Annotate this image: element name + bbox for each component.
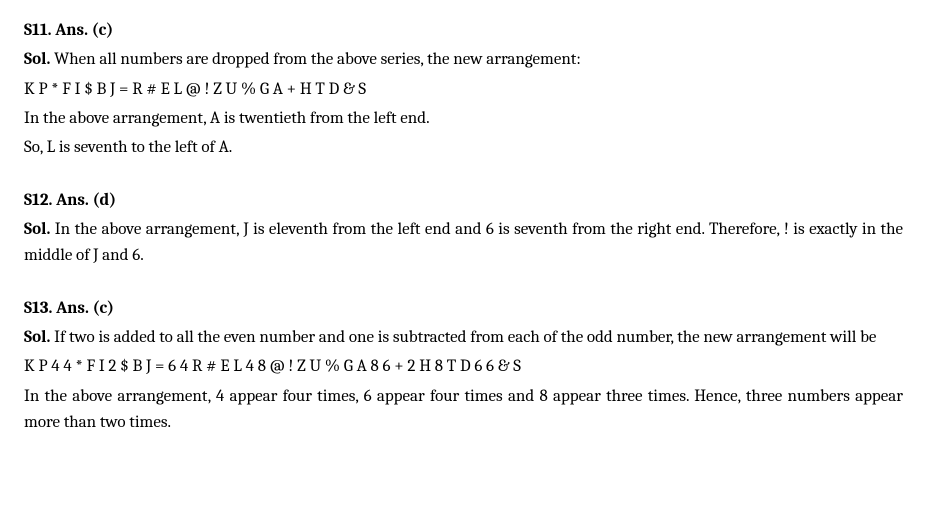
heading-s11: S11. Ans. (c) [24, 18, 903, 44]
sol-label: Sol. [24, 220, 50, 239]
solution-s13: S13. Ans. (c) Sol. If two is added to al… [24, 296, 903, 437]
explanation-line: In the above arrangement, A is twentieth… [24, 106, 903, 132]
sol-label: Sol. [24, 328, 50, 347]
solution-s12: S12. Ans. (d) Sol. In the above arrangem… [24, 188, 903, 270]
sol-text: When all numbers are dropped from the ab… [50, 50, 580, 69]
heading-s12: S12. Ans. (d) [24, 188, 903, 214]
solution-line: Sol. If two is added to all the even num… [24, 325, 903, 351]
sol-text: In the above arrangement, J is eleventh … [24, 220, 903, 265]
solution-s11: S11. Ans. (c) Sol. When all numbers are … [24, 18, 903, 162]
series-line: K P 4 4 * F I 2 $ B J = 6 4 R # E L 4 8 … [24, 354, 903, 380]
solution-line: Sol. When all numbers are dropped from t… [24, 47, 903, 73]
series-line: K P * F I $ B J = R # E L @ ! Z U % G A … [24, 77, 903, 103]
sol-label: Sol. [24, 50, 50, 69]
sol-text: If two is added to all the even number a… [50, 328, 876, 347]
conclusion-line: In the above arrangement, 4 appear four … [24, 384, 903, 437]
conclusion-line: So, L is seventh to the left of A. [24, 135, 903, 161]
heading-s13: S13. Ans. (c) [24, 296, 903, 322]
solution-line: Sol. In the above arrangement, J is elev… [24, 217, 903, 270]
